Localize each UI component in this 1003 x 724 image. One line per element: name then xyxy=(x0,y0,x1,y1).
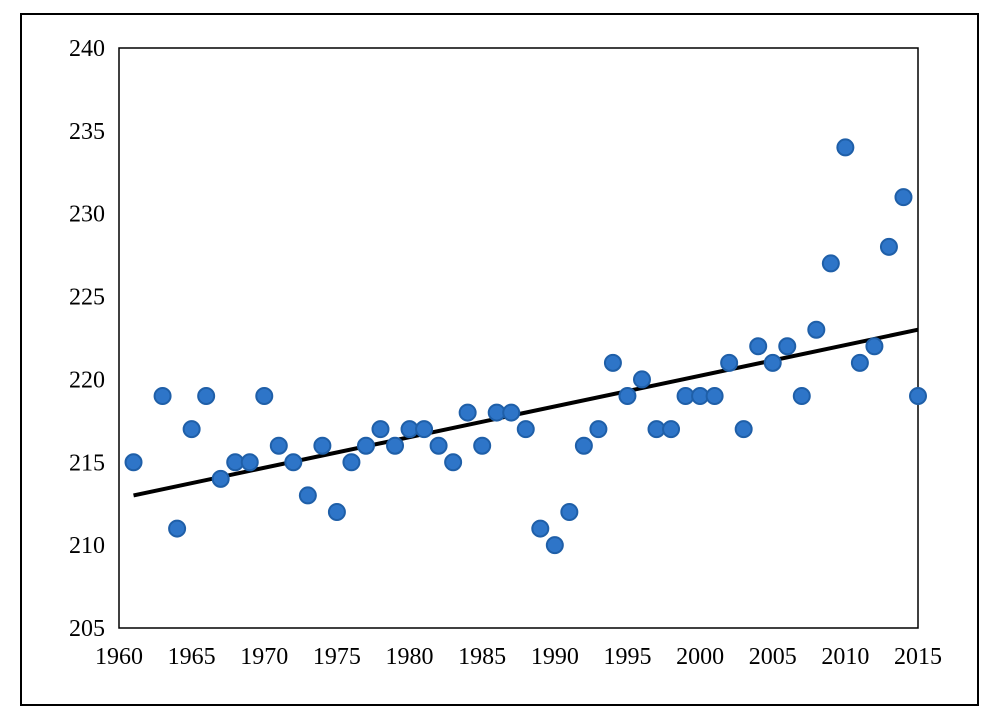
data-point xyxy=(734,420,753,439)
trendline-layer xyxy=(133,327,919,498)
data-point xyxy=(865,337,884,356)
data-point xyxy=(909,387,927,405)
data-point xyxy=(284,453,303,472)
data-point xyxy=(415,420,434,439)
x-tick-label: 1995 xyxy=(603,644,651,670)
x-tick-label: 2010 xyxy=(821,644,869,670)
data-points xyxy=(124,138,927,555)
data-point xyxy=(444,453,463,472)
x-tick-label: 2000 xyxy=(676,644,724,670)
data-point xyxy=(531,519,550,538)
plot-area xyxy=(118,47,919,629)
y-tick-label: 210 xyxy=(69,533,105,559)
x-tick-label: 1980 xyxy=(386,644,434,670)
data-point xyxy=(705,387,724,405)
data-point xyxy=(269,436,288,455)
chart-frame: 205 210 215 220 225 230 235 240 1960 1965 1970 197… xyxy=(20,13,979,706)
y-tick-label: 240 xyxy=(69,36,105,62)
y-tick-label: 235 xyxy=(69,119,105,145)
data-point xyxy=(429,436,448,455)
data-point xyxy=(720,353,739,372)
data-point xyxy=(894,188,913,207)
data-point xyxy=(386,436,405,455)
data-point xyxy=(371,420,390,439)
x-tick-label: 2005 xyxy=(749,644,797,670)
y-tick-label: 220 xyxy=(69,367,105,393)
data-point xyxy=(560,503,579,521)
data-point xyxy=(807,320,826,339)
data-point xyxy=(763,353,782,372)
data-point xyxy=(255,387,274,405)
data-point xyxy=(618,387,637,405)
data-point xyxy=(313,436,332,455)
data-point xyxy=(342,453,361,472)
data-point xyxy=(792,387,811,405)
data-point xyxy=(240,453,259,472)
y-axis-ticks: 205 210 215 220 225 230 235 240 xyxy=(69,36,105,642)
x-tick-label: 2015 xyxy=(894,644,942,670)
y-tick-label: 215 xyxy=(69,450,105,476)
data-point xyxy=(327,503,346,521)
x-tick-label: 1970 xyxy=(240,644,288,670)
data-point xyxy=(850,353,869,372)
data-point xyxy=(197,387,216,405)
data-point xyxy=(182,420,201,439)
data-point xyxy=(168,519,187,538)
data-point xyxy=(603,353,622,372)
data-point xyxy=(516,420,535,439)
data-point xyxy=(502,403,521,422)
data-point xyxy=(458,403,477,422)
y-tick-label: 225 xyxy=(69,285,105,311)
scatter-chart: 205 210 215 220 225 230 235 240 1960 1965 1970 197… xyxy=(69,36,942,670)
x-tick-label: 1985 xyxy=(458,644,506,670)
data-point xyxy=(632,370,651,389)
data-point xyxy=(821,254,840,273)
data-point xyxy=(574,436,593,455)
data-point xyxy=(879,237,898,256)
data-point xyxy=(589,420,608,439)
x-tick-label: 1960 xyxy=(95,644,143,670)
x-axis-ticks: 1960 1965 1970 1975 1980 1985 1990 1995 2000 2005… xyxy=(95,644,942,670)
x-tick-label: 1975 xyxy=(313,644,361,670)
data-point xyxy=(836,138,855,157)
data-point xyxy=(298,486,317,505)
data-point xyxy=(473,436,492,455)
data-point xyxy=(545,536,564,555)
y-tick-label: 230 xyxy=(69,202,105,228)
x-tick-label: 1990 xyxy=(531,644,579,670)
trendline xyxy=(133,327,919,498)
y-tick-label: 205 xyxy=(69,616,105,642)
data-point xyxy=(662,420,681,439)
data-point xyxy=(211,469,230,488)
data-point xyxy=(356,436,375,455)
data-point xyxy=(778,337,797,356)
x-tick-label: 1965 xyxy=(168,644,216,670)
data-point xyxy=(749,337,768,356)
data-point xyxy=(124,453,143,472)
data-point xyxy=(153,387,172,405)
